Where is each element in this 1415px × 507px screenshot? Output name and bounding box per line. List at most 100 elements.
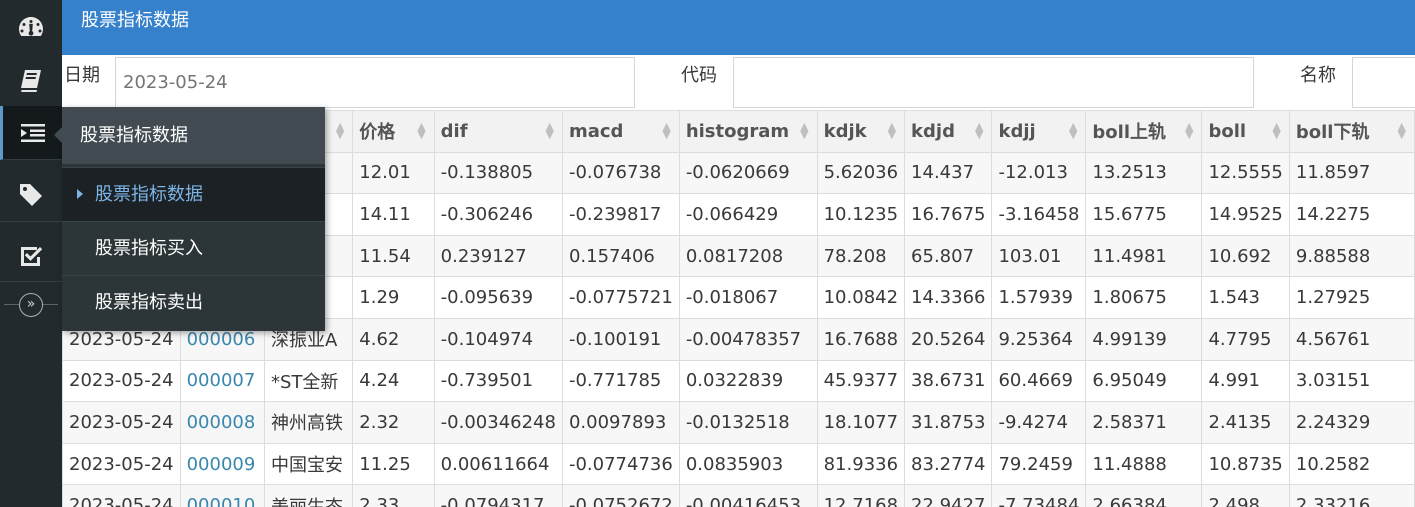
stock-code-link[interactable]: 000007: [179, 359, 266, 403]
column-header[interactable]: dif ▲ ▼: [433, 110, 563, 153]
submenu-item-sell[interactable]: 股票指标卖出: [62, 275, 325, 329]
filter-bar: 日期 代码 名称: [62, 55, 1415, 110]
stock-code-link[interactable]: 000008: [179, 401, 266, 444]
table-cell: 5.62036: [816, 151, 906, 195]
column-header[interactable]: 价格 ▲ ▼: [352, 110, 435, 153]
column-header[interactable]: boll下轨 ▲ ▼: [1288, 110, 1415, 153]
table-row: 2023-05-24 000008 神州高铁 2.32 -0.00346248 0.009…: [62, 401, 1415, 444]
table-cell: 83.2774: [904, 442, 993, 486]
table-cell: 10.1235: [816, 193, 906, 236]
table-cell: 16.7675: [904, 193, 993, 236]
table-cell: 14.2275: [1288, 193, 1415, 236]
table-cell: 1.80675: [1085, 276, 1203, 319]
table-cell: -0.0132518: [678, 401, 818, 444]
table-cell: -0.739501: [433, 359, 563, 403]
table-cell: 11.4981: [1085, 234, 1203, 278]
column-header[interactable]: kdjj ▲ ▼: [991, 110, 1087, 153]
table-cell: 1.29: [352, 276, 435, 319]
code-input[interactable]: [733, 57, 1254, 108]
table-cell: 31.8753: [904, 401, 993, 444]
stock-code-link[interactable]: 000009: [179, 442, 266, 486]
table-cell: 2.33: [352, 484, 435, 507]
table-cell: -0.0775721: [561, 276, 680, 319]
column-header[interactable]: boll上轨 ▲ ▼: [1085, 110, 1203, 153]
tag-icon: [20, 183, 42, 206]
table-cell: 2023-05-24: [62, 442, 181, 486]
sidebar-item-dashboard[interactable]: [0, 0, 62, 54]
table-cell: -0.0620669: [678, 151, 818, 195]
column-header-label: macd: [568, 120, 624, 142]
date-input[interactable]: [115, 57, 635, 108]
table-cell: 60.4669: [991, 359, 1087, 403]
column-header-label: kdjk: [823, 120, 867, 142]
table-cell: -0.771785: [561, 359, 680, 403]
table-cell: -0.0774736: [561, 442, 680, 486]
table-cell: 0.0817208: [678, 234, 818, 278]
stock-code-link[interactable]: 000010: [179, 484, 266, 507]
submenu-item-label: 股票指标买入: [95, 238, 203, 259]
table-cell: 11.54: [352, 234, 435, 278]
sidebar-item-tag[interactable]: [0, 168, 62, 222]
table-cell: -0.076738: [561, 151, 680, 195]
column-header[interactable]: macd ▲ ▼: [561, 110, 680, 153]
date-label: 日期: [64, 65, 100, 86]
table-cell: -0.095639: [433, 276, 563, 319]
table-cell: 2.33216: [1288, 484, 1415, 507]
name-input[interactable]: [1352, 57, 1415, 108]
table-cell: 9.88588: [1288, 234, 1415, 278]
column-header-label: boll上轨: [1092, 122, 1167, 144]
caret-right-icon: [77, 189, 83, 199]
table-cell: 45.9377: [816, 359, 906, 403]
sidebar-collapse-toggle[interactable]: »: [0, 282, 62, 327]
submenu-title: 股票指标数据: [54, 107, 325, 164]
column-header[interactable]: kdjd ▲ ▼: [904, 110, 993, 153]
column-header-label: histogram: [685, 120, 790, 142]
table-cell: 16.7688: [816, 317, 906, 361]
table-cell: 10.692: [1201, 234, 1290, 278]
page-header: 股票指标数据: [62, 0, 1415, 55]
table-cell: 1.27925: [1288, 276, 1415, 319]
submenu-item-data[interactable]: 股票指标数据: [62, 167, 325, 221]
table-row: 2023-05-24 000006 深振业A 4.62 -0.104974 -0.1001…: [62, 317, 1415, 361]
table-cell: -12.013: [991, 151, 1087, 195]
table-cell: -0.239817: [561, 193, 680, 236]
submenu-item-buy[interactable]: 股票指标买入: [62, 221, 325, 275]
column-header[interactable]: boll ▲ ▼: [1201, 110, 1290, 153]
page-title: 股票指标数据: [81, 10, 189, 31]
sort-icon: ▲▼: [1068, 120, 1078, 142]
table-cell: -0.138805: [433, 151, 563, 195]
table-cell: 12.5555: [1201, 151, 1290, 195]
table-cell: -0.100191: [561, 317, 680, 361]
table-cell: 10.8735: [1201, 442, 1290, 486]
table-cell: 65.807: [904, 234, 993, 278]
column-header[interactable]: kdjk ▲ ▼: [816, 110, 906, 153]
table-cell: 0.239127: [433, 234, 563, 278]
table-cell: 78.208: [816, 234, 906, 278]
sidebar-item-stock-indicators[interactable]: [0, 106, 62, 160]
table-cell: 4.991: [1201, 359, 1290, 403]
table-cell: 12.01: [352, 151, 435, 195]
table-cell: 2023-05-24: [62, 484, 181, 507]
table-cell: 4.62: [352, 317, 435, 361]
sidebar-item-book[interactable]: [0, 53, 62, 107]
table-cell: -0.104974: [433, 317, 563, 361]
table-cell: 中国宝安: [264, 442, 354, 486]
table-cell: 14.11: [352, 193, 435, 236]
column-header-label: kdjd: [911, 120, 955, 142]
table-cell: 1.57939: [991, 276, 1087, 319]
column-header-label: boll下轨: [1295, 122, 1370, 144]
table-cell: -0.066429: [678, 193, 818, 236]
table-cell: 2.66384: [1085, 484, 1203, 507]
column-header[interactable]: histogram ▲ ▼: [678, 110, 818, 153]
table-cell: 18.1077: [816, 401, 906, 444]
column-header-label: kdjj: [998, 120, 1036, 142]
table-cell: 15.6775: [1085, 193, 1203, 236]
table-cell: 0.0322839: [678, 359, 818, 403]
table-cell: 38.6731: [904, 359, 993, 403]
sort-icon: ▲▼: [800, 120, 809, 142]
table-cell: 9.25364: [991, 317, 1087, 361]
sidebar-item-checkbox[interactable]: [0, 228, 62, 282]
table-cell: 2.4135: [1201, 401, 1290, 444]
table-cell: 103.01: [991, 234, 1087, 278]
checkbox-icon: [21, 246, 43, 266]
